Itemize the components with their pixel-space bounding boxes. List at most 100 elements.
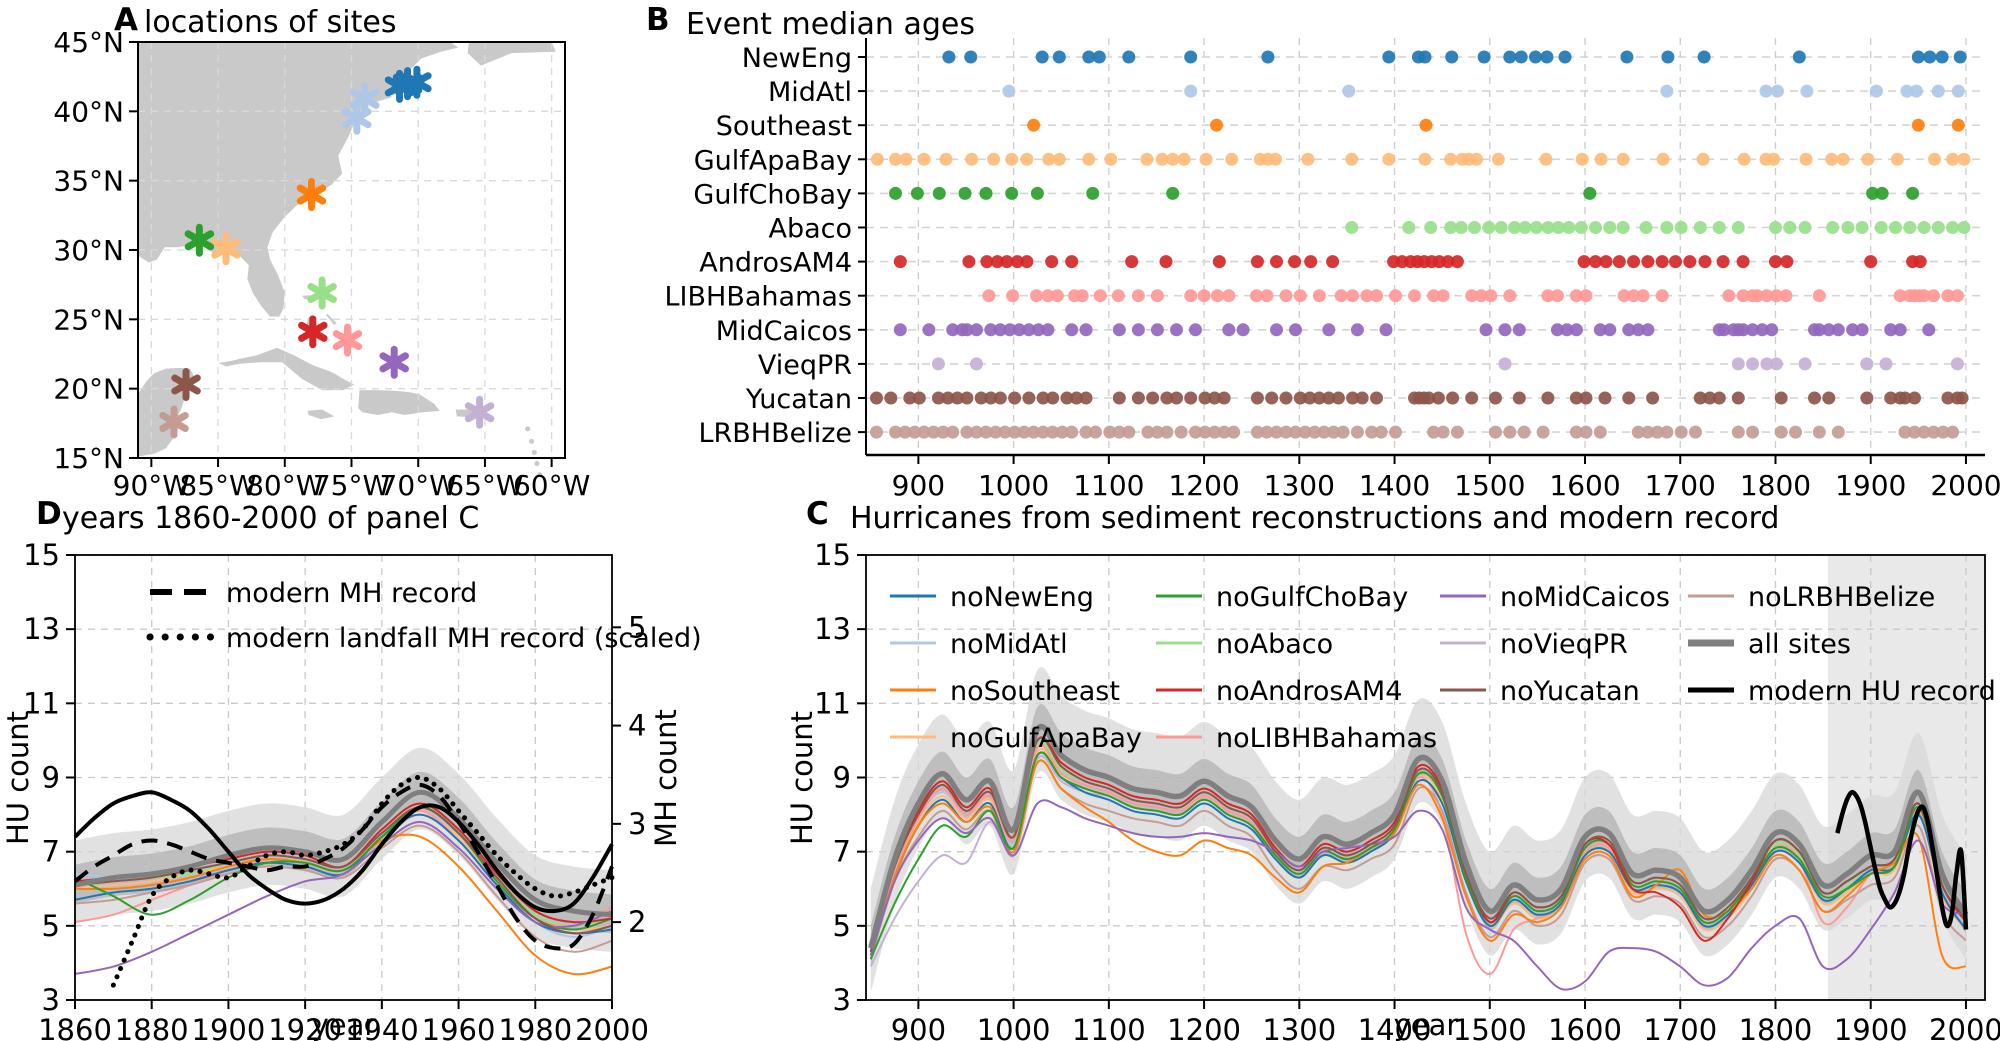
event-row-Southeast: Southeast bbox=[716, 111, 1985, 142]
svg-text:Abaco: Abaco bbox=[768, 214, 852, 245]
svg-text:1200: 1200 bbox=[1168, 469, 1239, 502]
panel-c-xlabel: year bbox=[1393, 1008, 1459, 1041]
panel-a-axes: 90°W85°W80°W75°W70°W65°W60°W 15°N 20°N 25°N… bbox=[53, 26, 590, 502]
panel-d-ylabel: HU count bbox=[1, 710, 35, 846]
svg-text:noMidAtl: noMidAtl bbox=[950, 629, 1068, 660]
svg-text:5: 5 bbox=[628, 610, 646, 644]
svg-text:20°N: 20°N bbox=[53, 373, 124, 406]
svg-text:VieqPR: VieqPR bbox=[758, 350, 852, 381]
svg-text:900: 900 bbox=[892, 469, 945, 502]
svg-text:80°W: 80°W bbox=[246, 469, 323, 502]
svg-text:15: 15 bbox=[23, 538, 60, 572]
svg-text:900: 900 bbox=[891, 1013, 946, 1041]
svg-text:noAndrosAM4: noAndrosAM4 bbox=[1216, 676, 1402, 707]
svg-text:1880: 1880 bbox=[115, 1013, 189, 1041]
svg-text:3: 3 bbox=[833, 983, 851, 1017]
svg-text:1800: 1800 bbox=[1740, 469, 1811, 502]
svg-text:GulfApaBay: GulfApaBay bbox=[694, 145, 852, 176]
svg-text:3: 3 bbox=[42, 983, 60, 1017]
svg-text:MidCaicos: MidCaicos bbox=[716, 316, 852, 347]
svg-text:noLIBHBahamas: noLIBHBahamas bbox=[1216, 723, 1437, 754]
svg-text:9: 9 bbox=[42, 761, 60, 795]
svg-text:13: 13 bbox=[814, 612, 851, 646]
svg-text:65°W: 65°W bbox=[446, 469, 523, 502]
site-marker-NewEng bbox=[402, 65, 432, 99]
svg-text:noGulfApaBay: noGulfApaBay bbox=[950, 723, 1142, 754]
svg-text:1500: 1500 bbox=[1454, 469, 1525, 502]
site-marker-VieqPR bbox=[464, 395, 495, 429]
svg-text:1860: 1860 bbox=[38, 1013, 112, 1041]
svg-text:Yucatan: Yucatan bbox=[745, 384, 852, 415]
svg-text:1000: 1000 bbox=[978, 469, 1049, 502]
svg-text:3: 3 bbox=[628, 807, 646, 841]
svg-text:85°W: 85°W bbox=[179, 469, 256, 502]
panel-d-chart: 1860 1880 1900 1920 1940 1960 1980 2000 3 5 7 9 11 13… bbox=[23, 538, 702, 1041]
svg-text:1000: 1000 bbox=[977, 1013, 1051, 1041]
svg-text:1100: 1100 bbox=[1072, 1013, 1146, 1041]
svg-text:90°W: 90°W bbox=[113, 469, 190, 502]
svg-text:modern MH record: modern MH record bbox=[226, 578, 477, 609]
svg-text:2000: 2000 bbox=[1930, 469, 2000, 502]
svg-text:NewEng: NewEng bbox=[742, 43, 852, 74]
panel-c-ylabel: HU count bbox=[785, 710, 819, 846]
svg-text:noNewEng: noNewEng bbox=[950, 582, 1094, 613]
svg-text:9: 9 bbox=[833, 761, 851, 795]
svg-text:45°N: 45°N bbox=[53, 26, 124, 59]
panel-d-legend: modern MH record modern landfall MH recor… bbox=[146, 578, 702, 654]
series-noLRBHBelize bbox=[74, 824, 613, 953]
panel-b-gridlines bbox=[917, 38, 1967, 455]
panel-c-title: Hurricanes from sediment reconstructions… bbox=[850, 501, 1780, 536]
svg-text:1980: 1980 bbox=[498, 1013, 572, 1041]
event-row-AndrosAM4: AndrosAM4 bbox=[699, 248, 1985, 279]
svg-text:35°N: 35°N bbox=[53, 165, 124, 198]
site-marker-Abaco bbox=[307, 276, 337, 310]
svg-text:2000: 2000 bbox=[575, 1013, 649, 1041]
svg-text:4: 4 bbox=[628, 709, 646, 743]
svg-text:30°N: 30°N bbox=[53, 234, 124, 267]
series-noGulfChoBay bbox=[74, 806, 613, 931]
panel-c-chart: 900 1000 1100 1200 1300 1400 1500 1600 1700 1800 1… bbox=[814, 538, 2000, 1041]
site-marker-Southeast bbox=[296, 178, 327, 212]
svg-text:LIBHBahamas: LIBHBahamas bbox=[665, 282, 852, 313]
svg-text:1300: 1300 bbox=[1264, 469, 1335, 502]
event-row-MidCaicos: MidCaicos bbox=[716, 316, 1985, 347]
svg-text:1300: 1300 bbox=[1262, 1013, 1336, 1041]
svg-text:noVieqPR: noVieqPR bbox=[1500, 629, 1628, 660]
event-row-LIBHBahamas: LIBHBahamas bbox=[665, 282, 1985, 313]
panel-a-title: locations of sites bbox=[144, 5, 397, 40]
svg-text:all sites: all sites bbox=[1748, 629, 1851, 660]
panel-a-letter: A bbox=[114, 2, 138, 38]
svg-text:noSoutheast: noSoutheast bbox=[950, 676, 1120, 707]
svg-text:noGulfChoBay: noGulfChoBay bbox=[1216, 582, 1408, 613]
svg-text:noYucatan: noYucatan bbox=[1500, 676, 1640, 707]
axes-C: 900 1000 1100 1200 1300 1400 1500 1600 1700 1800 1… bbox=[814, 538, 2000, 1041]
site-marker-GulfChoBay bbox=[184, 223, 215, 257]
event-row-VieqPR: VieqPR bbox=[758, 350, 1985, 381]
uncertainty-band bbox=[75, 771, 612, 934]
site-marker-LRBHBelize bbox=[159, 405, 189, 439]
panel-b-title: Event median ages bbox=[686, 7, 975, 42]
event-row-NewEng: NewEng bbox=[742, 43, 1985, 74]
panel-c-legend: noNewEng noMidAtl noSoutheast noGulfApaBay n… bbox=[890, 582, 1996, 754]
svg-text:1900: 1900 bbox=[1834, 1013, 1908, 1041]
svg-text:MidAtl: MidAtl bbox=[768, 77, 852, 108]
site-marker-LIBHBahamas bbox=[332, 323, 363, 357]
svg-text:1600: 1600 bbox=[1548, 1013, 1622, 1041]
panel-d-letter: D bbox=[36, 496, 62, 532]
series-noLIBHBahamas bbox=[869, 744, 1967, 975]
svg-text:15: 15 bbox=[814, 538, 851, 572]
event-row-LRBHBelize: LRBHBelize bbox=[698, 418, 1985, 449]
svg-text:modern HU record: modern HU record bbox=[1748, 676, 1996, 707]
svg-text:60°W: 60°W bbox=[513, 469, 590, 502]
panel-c-letter: C bbox=[806, 496, 829, 532]
svg-text:modern landfall MH record (sca: modern landfall MH record (scaled) bbox=[226, 623, 702, 654]
series-modern HU record bbox=[73, 790, 614, 914]
svg-text:1200: 1200 bbox=[1167, 1013, 1241, 1041]
svg-text:1900: 1900 bbox=[1835, 469, 1906, 502]
series-noMidCaicos bbox=[74, 820, 613, 976]
series-noMidCaicos bbox=[869, 799, 1967, 991]
svg-text:1700: 1700 bbox=[1643, 1013, 1717, 1041]
panel-a-map: 90°W85°W80°W75°W70°W65°W60°W 15°N 20°N 25°N… bbox=[53, 26, 590, 502]
svg-text:7: 7 bbox=[833, 835, 851, 869]
